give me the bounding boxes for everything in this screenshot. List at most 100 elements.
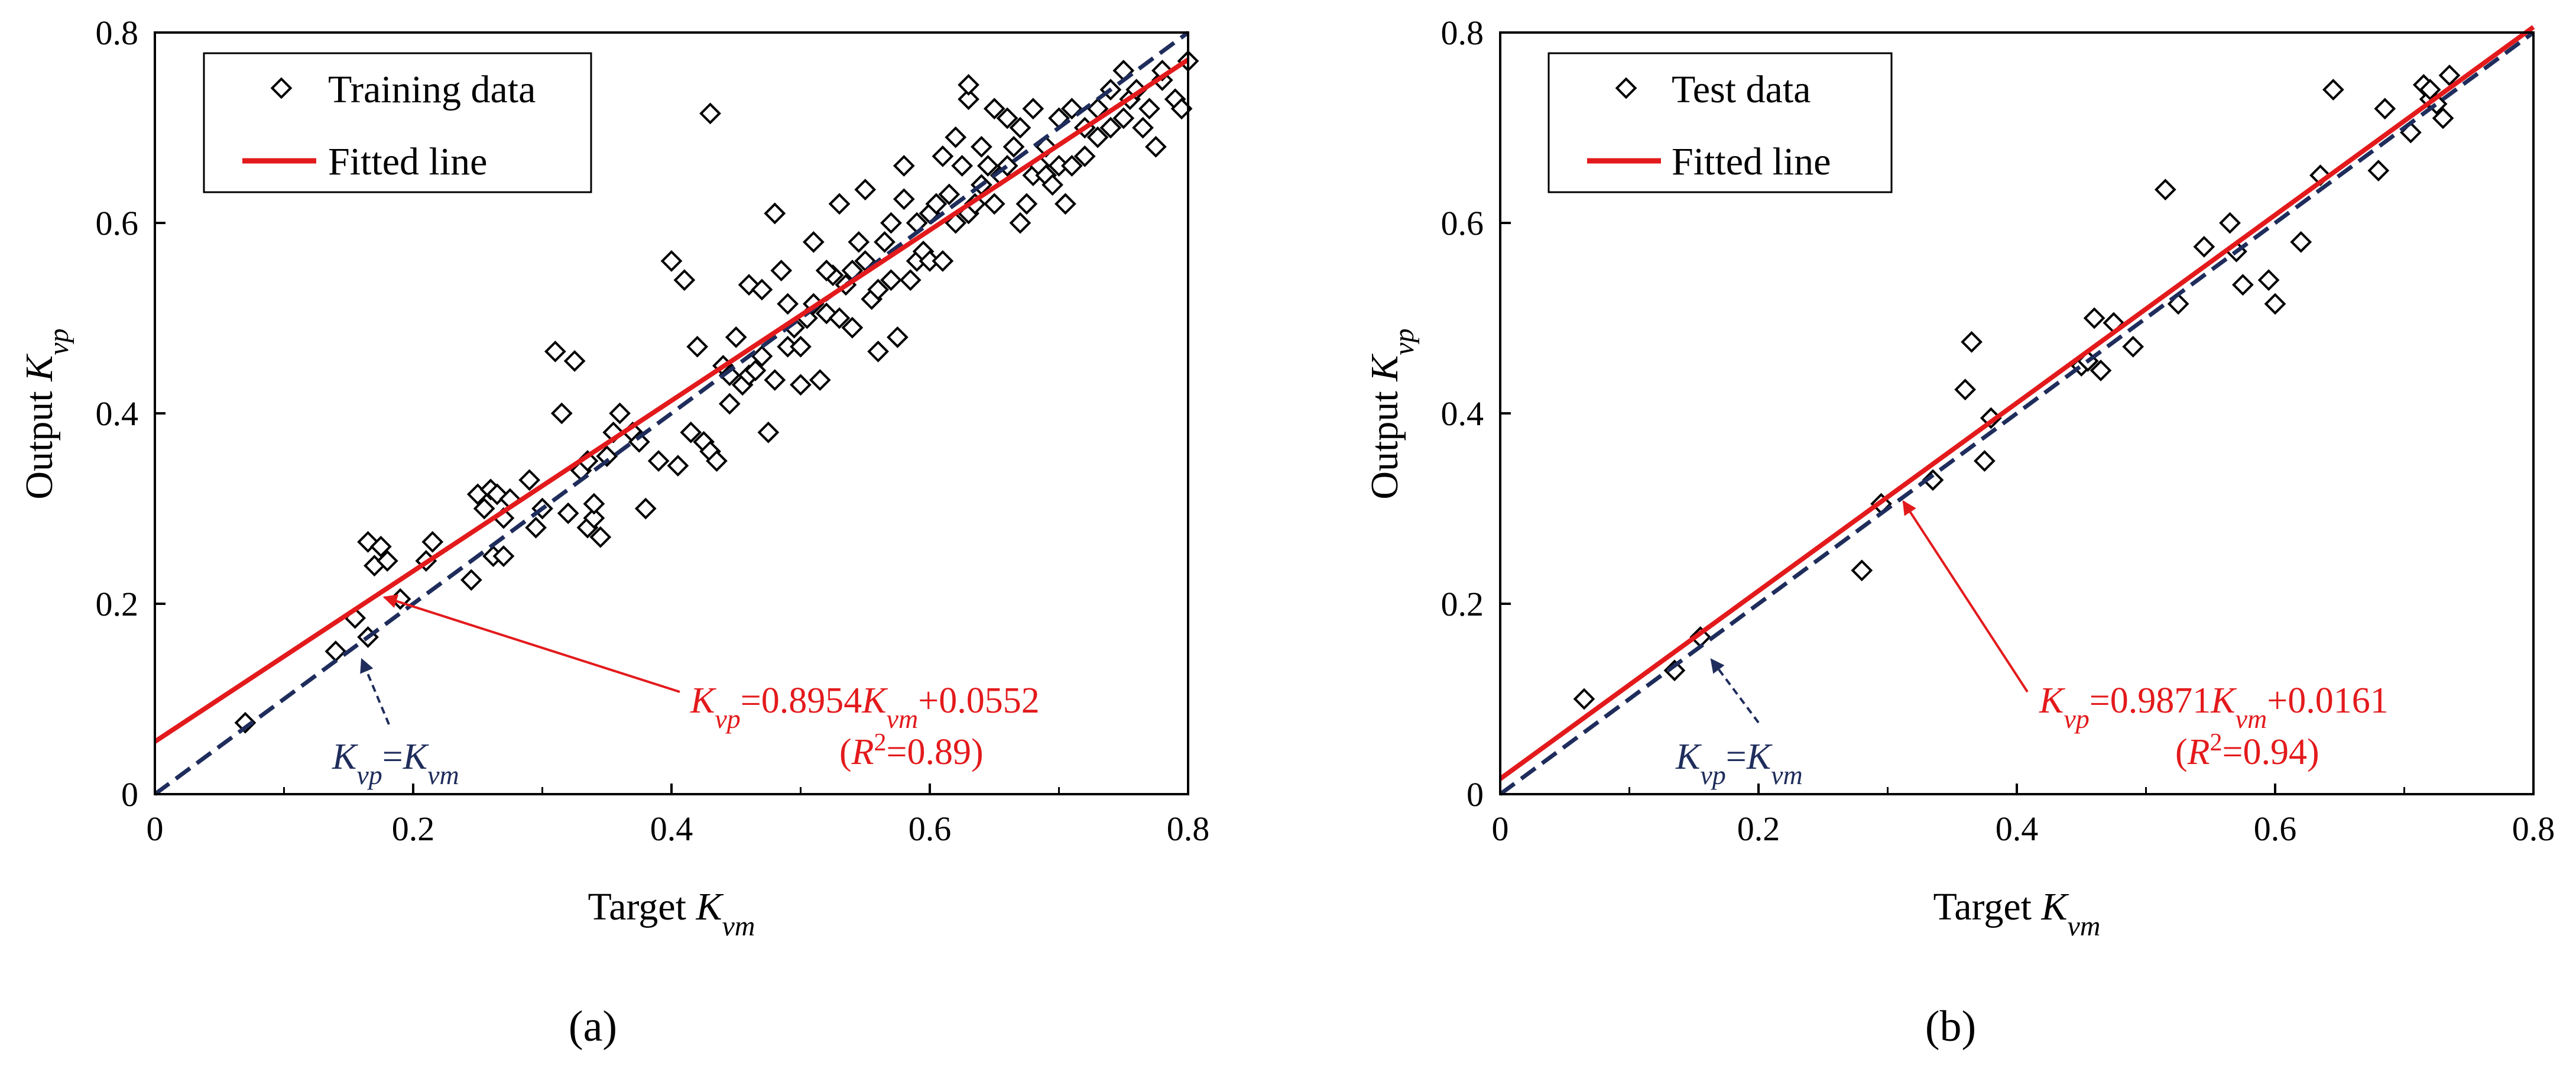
chart-panel-b: 0 0.2 0.4 0.6 0.8 0 0.2 0.4 0.6 0.8 Test data Fit…	[1363, 14, 2555, 1051]
legend-markers-label-a: Training data	[328, 68, 536, 111]
fitted-line-b	[1498, 25, 2535, 781]
data-point-b	[2231, 274, 2254, 296]
chart-panel-a: 0 0.2 0.4 0.6 0.8 0 0.2 0.4 0.6 0.8 Training data…	[18, 14, 1209, 1051]
y-tick-label-b: 0.6	[1441, 204, 1484, 242]
data-point-b	[2122, 335, 2144, 358]
data-point-a	[325, 640, 347, 662]
plot-frame-a	[154, 31, 1189, 795]
data-point-a	[945, 126, 967, 148]
data-point-a	[376, 550, 398, 572]
x-tick-label-a: 0	[147, 810, 164, 848]
data-point-b	[1954, 378, 1976, 401]
data-point-a	[744, 360, 767, 381]
data-point-a	[596, 445, 618, 467]
data-point-a	[583, 493, 605, 515]
identity-arrow-b	[1710, 658, 1760, 724]
data-point-b	[2322, 79, 2344, 101]
data-point-a	[1138, 98, 1160, 120]
fit-equation-b: Kvp=0.9871Kvm+0.0161	[2039, 681, 2389, 734]
data-point-a	[1003, 135, 1025, 158]
plot-frame-b	[1499, 31, 2535, 795]
data-point-a	[899, 269, 922, 291]
data-point-b	[2432, 107, 2454, 130]
y-tick-label-b: 0.8	[1441, 14, 1484, 52]
x-tick-label-b: 0.8	[2512, 810, 2555, 848]
fit-arrow-b	[1902, 500, 2029, 693]
data-point-a	[770, 260, 793, 281]
panel-label-a: (a)	[569, 1002, 617, 1051]
legend-box-a	[203, 52, 592, 193]
data-point-a	[492, 545, 515, 567]
data-point-a	[718, 364, 741, 386]
x-tick-label-b: 0.6	[2254, 810, 2297, 848]
x-tick-label-a: 0.6	[909, 810, 952, 848]
data-point-a	[583, 507, 605, 529]
y-tick-label-b: 0	[1467, 775, 1484, 814]
x-tick-label-b: 0	[1492, 810, 1509, 848]
data-point-a	[369, 536, 392, 558]
identity-label-a: Kvp=Kvm	[332, 737, 459, 790]
data-point-a	[1099, 116, 1122, 139]
data-point-a	[667, 455, 689, 477]
data-point-a	[557, 502, 579, 525]
identity-arrow-a	[360, 658, 390, 725]
data-point-a	[1086, 98, 1109, 120]
data-point-b	[2193, 235, 2215, 258]
data-point-a	[647, 450, 670, 472]
legend-box-b	[1547, 52, 1893, 193]
data-point-a	[1016, 193, 1038, 215]
data-point-a	[932, 250, 954, 272]
legend-b: Test data Fitted line	[1547, 52, 1893, 193]
data-point-a	[996, 107, 1018, 130]
legend-a: Training data Fitted line	[203, 52, 592, 193]
identity-line-b	[1498, 31, 2535, 796]
data-point-a	[609, 402, 631, 425]
data-point-a	[932, 145, 954, 167]
data-point-a	[790, 374, 812, 396]
identity-label-b: Kvp=Kvm	[1675, 737, 1803, 790]
data-point-b	[2090, 360, 2112, 381]
data-point-b	[2264, 293, 2286, 315]
y-tick-label-a: 0.4	[96, 394, 139, 433]
legend-markers-label-b: Test data	[1672, 68, 1811, 111]
data-point-a	[815, 260, 838, 281]
y-axis-title-a: Output Kvp	[18, 328, 74, 499]
data-point-a	[1144, 135, 1167, 158]
data-point-a	[958, 88, 979, 111]
data-point-a	[660, 250, 683, 272]
data-point-b	[1663, 659, 1686, 682]
data-point-a	[1055, 193, 1076, 215]
data-point-a	[518, 469, 541, 491]
data-point-a	[1073, 145, 1096, 167]
fit-equation-a: Kvp=0.8954Kvm+0.0552	[690, 681, 1040, 734]
data-point-a	[790, 335, 812, 358]
data-point-a	[854, 179, 877, 201]
data-point-a	[1022, 98, 1044, 120]
data-point-a	[983, 98, 1005, 120]
x-axis-title-a: Target Kvm	[588, 885, 755, 942]
data-point-a	[589, 526, 612, 548]
data-point-a	[1042, 174, 1063, 196]
data-point-a	[893, 155, 915, 177]
legend-line-label-a: Fitted line	[328, 140, 487, 183]
data-point-a	[880, 269, 902, 291]
fit-r2-b: (R2=0.94)	[2175, 729, 2319, 772]
data-point-b	[2154, 179, 2176, 201]
fit-arrow-a	[382, 594, 680, 693]
data-point-a	[1048, 155, 1070, 177]
data-point-a	[893, 188, 915, 211]
y-tick-label-a: 0.2	[96, 585, 139, 623]
data-point-a	[706, 450, 728, 472]
data-point-a	[1086, 126, 1109, 148]
data-point-b	[2083, 307, 2105, 329]
fit-r2-a: (R2=0.89)	[839, 729, 984, 772]
data-point-a	[751, 345, 773, 367]
data-point-b	[2374, 98, 2396, 120]
data-point-a	[925, 193, 948, 215]
data-point-a	[1132, 116, 1154, 139]
data-point-a	[938, 183, 961, 206]
data-point-a	[802, 231, 825, 253]
data-point-a	[983, 193, 1005, 215]
legend-marker-icon-b	[1615, 77, 1637, 99]
data-point-a	[958, 74, 979, 96]
